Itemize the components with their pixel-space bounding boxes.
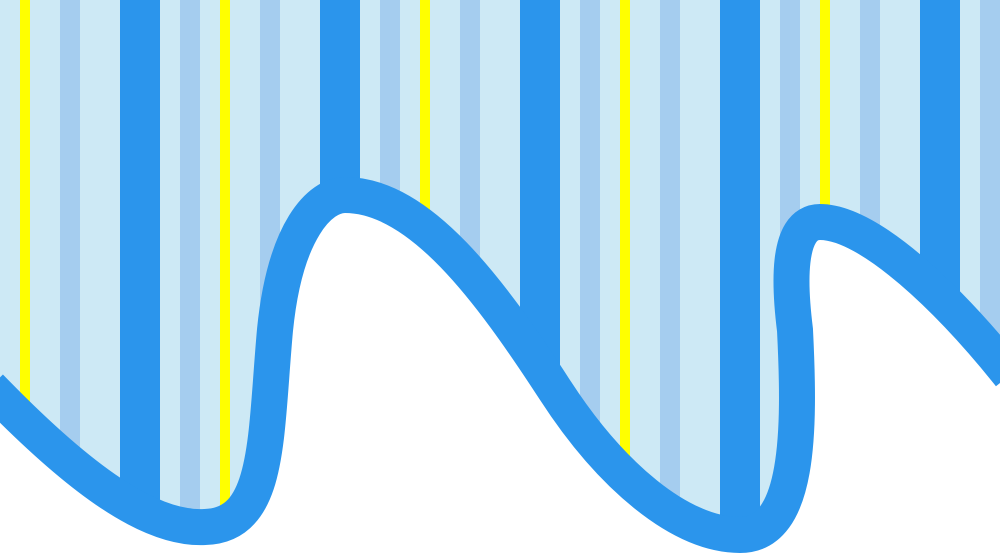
white-wave-fill — [0, 195, 1000, 559]
wave-border — [0, 176, 1000, 554]
